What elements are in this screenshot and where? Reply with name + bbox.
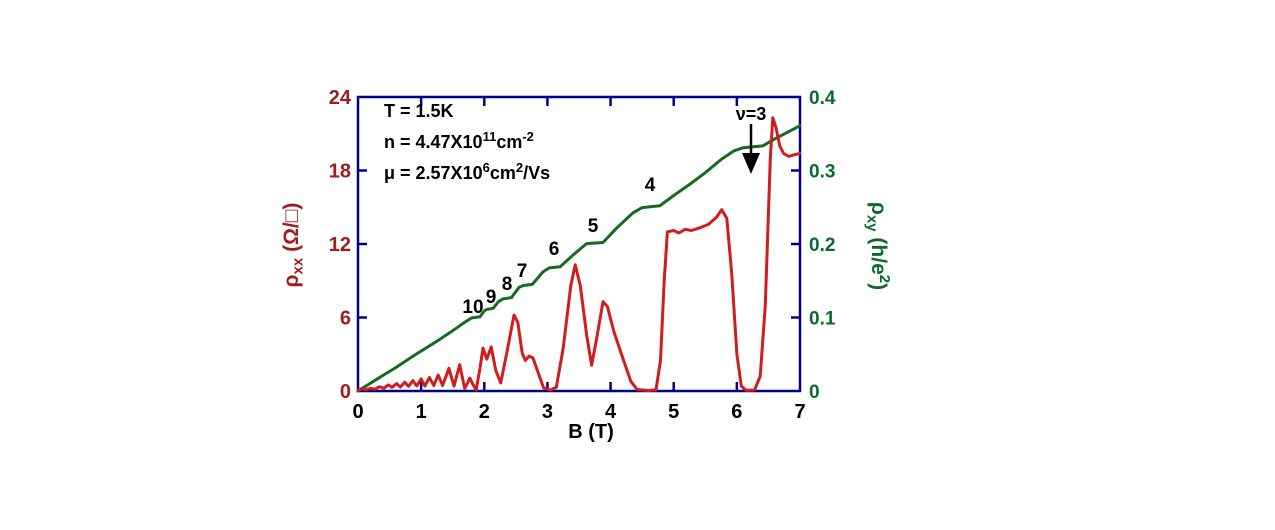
x-axis-title: B (T) <box>568 421 614 443</box>
x-tick-label: 6 <box>731 401 742 423</box>
filling-factor-label-7: 7 <box>517 261 528 282</box>
right-axis-tick-label: 0.2 <box>809 235 835 256</box>
rho-xx-curve <box>356 116 802 392</box>
condition-density: n = 4.47X1011cm-2 <box>384 129 534 152</box>
left-axis-tick-label: 24 <box>329 87 352 109</box>
nu3-label: ν=3 <box>736 104 767 124</box>
right-axis-title: ρxy (h/e2) <box>863 202 893 290</box>
right-axis-tick-label: 0 <box>809 382 820 403</box>
nu3-arrow-head <box>742 153 760 174</box>
left-axis-tick-label: 12 <box>329 234 351 256</box>
condition-temperature: T = 1.5K <box>384 101 454 121</box>
right-axis-tick-label: 0.3 <box>809 162 835 183</box>
x-tick-label: 3 <box>542 401 553 423</box>
rho-xy-curve <box>356 124 802 393</box>
filling-factor-label-10: 10 <box>462 297 483 318</box>
filling-factor-label-4: 4 <box>645 175 656 196</box>
left-axis-tick-label: 0 <box>340 381 351 403</box>
filling-factor-label-6: 6 <box>549 239 560 260</box>
x-tick-label: 0 <box>352 401 363 423</box>
left-axis-title: ρxx (Ω/□) <box>280 203 307 288</box>
x-tick-label: 4 <box>605 401 617 423</box>
x-tick-label: 2 <box>479 401 490 423</box>
right-axis-tick-label: 0.4 <box>809 88 836 109</box>
filling-factor-label-8: 8 <box>502 274 513 295</box>
filling-factor-label-9: 9 <box>486 287 497 308</box>
x-tick-label: 5 <box>668 401 679 423</box>
plot-frame <box>356 95 802 393</box>
x-tick-label: 7 <box>794 401 805 423</box>
left-axis-tick-label: 18 <box>329 161 351 183</box>
condition-mobility: μ = 2.57X106cm2/Vs <box>384 160 550 183</box>
x-tick-label: 1 <box>416 401 427 423</box>
left-axis-tick-label: 6 <box>340 308 351 330</box>
filling-factor-label-5: 5 <box>588 216 599 237</box>
right-axis-tick-label: 0.1 <box>809 309 836 330</box>
